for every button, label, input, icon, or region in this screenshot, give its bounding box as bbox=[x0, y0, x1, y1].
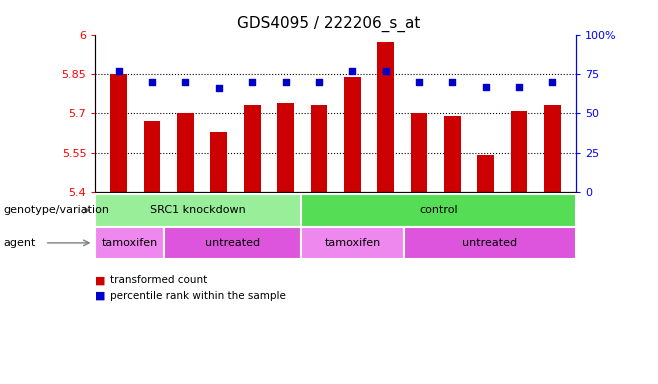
Bar bbox=[411, 113, 427, 192]
Point bbox=[280, 79, 291, 85]
Bar bbox=[544, 105, 561, 192]
Point bbox=[314, 79, 324, 85]
Text: ■: ■ bbox=[95, 275, 106, 285]
Point bbox=[147, 79, 157, 85]
Text: control: control bbox=[419, 205, 458, 215]
Bar bbox=[244, 105, 261, 192]
Point bbox=[180, 79, 191, 85]
Text: percentile rank within the sample: percentile rank within the sample bbox=[110, 291, 286, 301]
Bar bbox=[277, 103, 294, 192]
Point bbox=[247, 79, 257, 85]
Point bbox=[547, 79, 558, 85]
Point bbox=[514, 83, 524, 89]
Bar bbox=[344, 76, 361, 192]
Text: SRC1 knockdown: SRC1 knockdown bbox=[151, 205, 246, 215]
Bar bbox=[377, 42, 394, 192]
Point bbox=[447, 79, 457, 85]
Text: transformed count: transformed count bbox=[110, 275, 207, 285]
Text: untreated: untreated bbox=[205, 238, 260, 248]
Point bbox=[347, 68, 357, 74]
Point bbox=[380, 68, 391, 74]
Bar bbox=[511, 111, 527, 192]
Text: genotype/variation: genotype/variation bbox=[3, 205, 109, 215]
Text: untreated: untreated bbox=[463, 238, 518, 248]
Bar bbox=[111, 74, 127, 192]
Text: GDS4095 / 222206_s_at: GDS4095 / 222206_s_at bbox=[238, 15, 420, 31]
Point bbox=[480, 83, 491, 89]
Bar bbox=[311, 105, 327, 192]
Text: tamoxifen: tamoxifen bbox=[101, 238, 158, 248]
Point bbox=[214, 85, 224, 91]
Bar bbox=[211, 132, 227, 192]
Bar bbox=[144, 121, 161, 192]
Bar bbox=[477, 155, 494, 192]
Bar bbox=[177, 113, 194, 192]
Text: agent: agent bbox=[3, 238, 36, 248]
Point bbox=[113, 68, 124, 74]
Point bbox=[414, 79, 424, 85]
Text: tamoxifen: tamoxifen bbox=[324, 238, 381, 248]
Text: ■: ■ bbox=[95, 291, 106, 301]
Bar bbox=[444, 116, 461, 192]
